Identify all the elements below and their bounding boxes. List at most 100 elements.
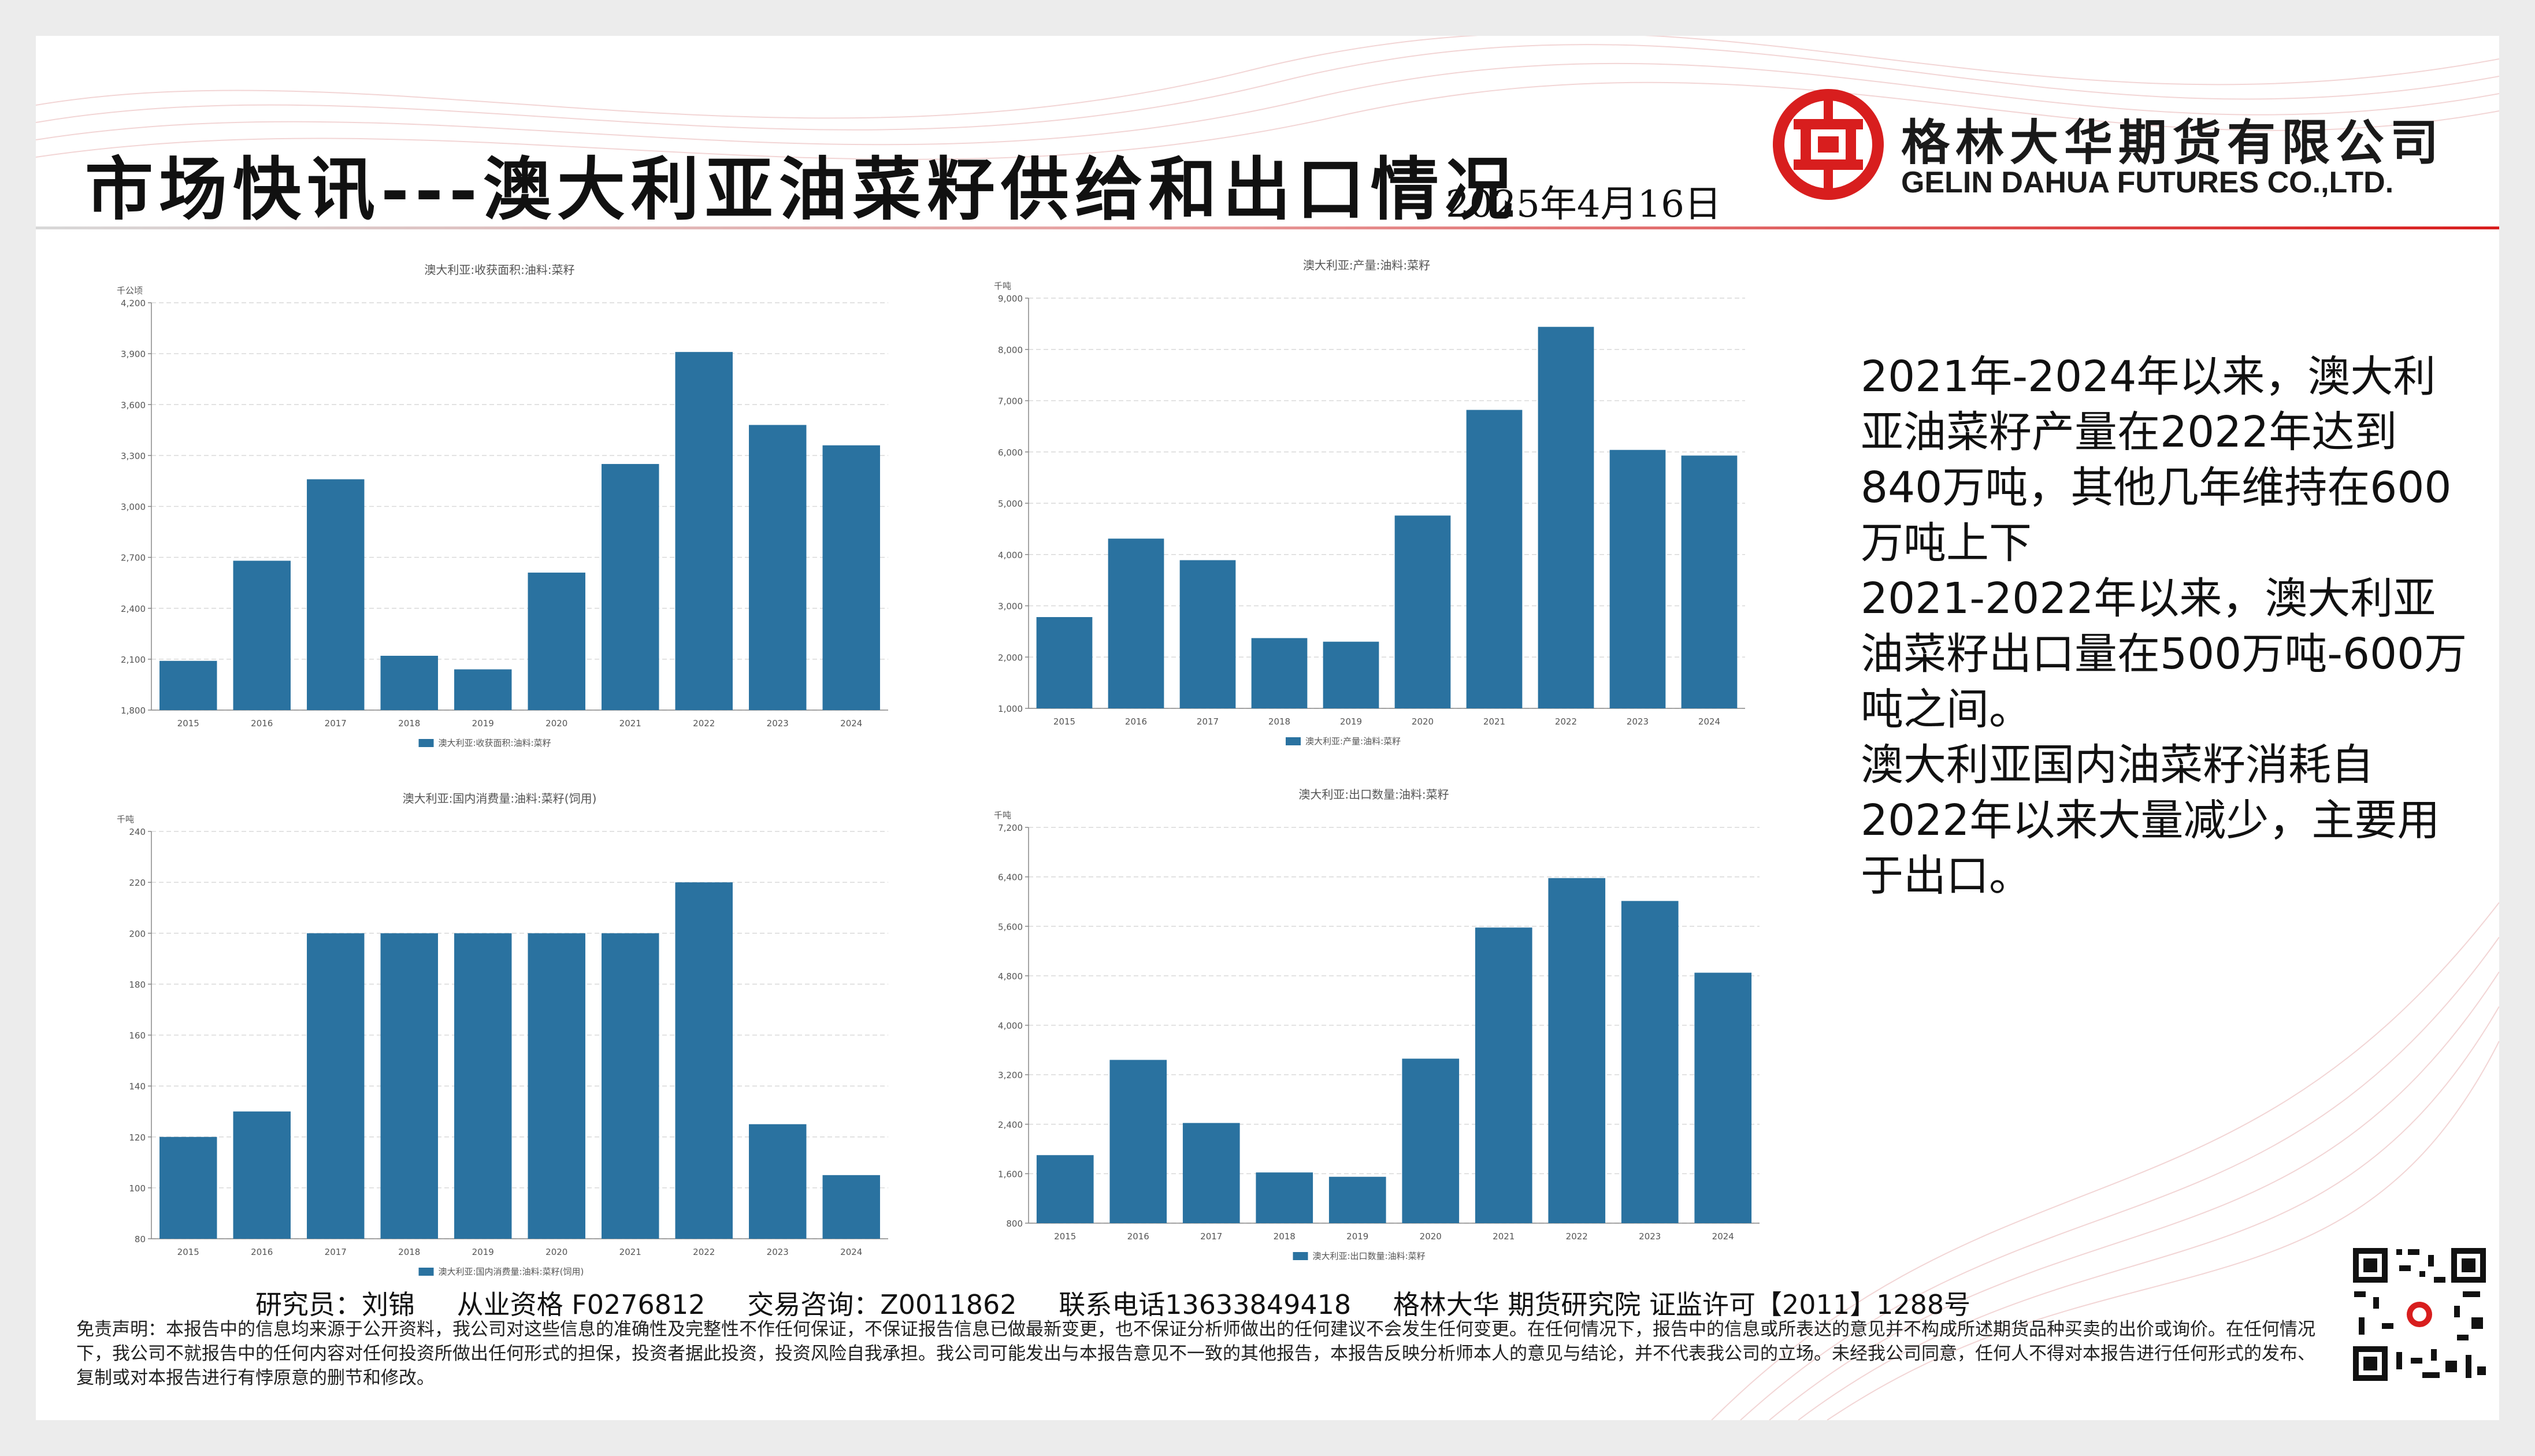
x-tick-label: 2015 [177, 718, 199, 729]
y-tick-label: 3,600 [121, 400, 146, 410]
y-axis-unit: 千吨 [117, 814, 134, 824]
y-tick-label: 180 [129, 979, 146, 990]
bar [1466, 410, 1523, 708]
bar [1681, 455, 1738, 708]
legend-label: 澳大利亚:产量:油料:菜籽 [1305, 736, 1401, 746]
x-tick-label: 2016 [251, 1247, 273, 1257]
x-tick-label: 2015 [1053, 716, 1075, 727]
bar [1328, 1176, 1386, 1223]
bar [822, 445, 880, 710]
y-tick-label: 7,000 [998, 396, 1023, 407]
y-tick-label: 1,800 [121, 705, 146, 716]
y-tick-label: 9,000 [998, 294, 1023, 304]
x-tick-label: 2020 [1412, 716, 1434, 727]
legend-label: 澳大利亚:收获面积:油料:菜籽 [439, 738, 551, 748]
chart-title: 澳大利亚:出口数量:油料:菜籽 [1298, 788, 1449, 801]
x-tick-label: 2024 [1698, 716, 1720, 727]
bar [454, 933, 512, 1239]
harvest-area-chart: 澳大利亚:收获面积:油料:菜籽 千公顷 1,800 2,100 2,400 2,700 3,… [88, 257, 911, 774]
bar [1036, 617, 1093, 708]
y-tick-label: 200 [129, 928, 146, 939]
bar [1548, 878, 1606, 1223]
trade-consult-number: 交易咨询：Z0011862 [747, 1289, 1017, 1320]
x-tick-label: 2017 [1200, 1231, 1222, 1242]
production-chart: 澳大利亚:产量:油料:菜籽 千吨 1,000 2,000 3,000 4,000 5,000… [965, 252, 1768, 772]
x-tick-label: 2019 [472, 718, 494, 729]
bar [749, 425, 807, 710]
x-tick-label: 2016 [1125, 716, 1147, 727]
legend-swatch [1293, 1252, 1308, 1260]
y-tick-label: 1,000 [998, 704, 1023, 714]
x-tick-label: 2022 [693, 718, 715, 729]
qr-code-icon [2347, 1242, 2492, 1387]
export-volume-chart: 澳大利亚:出口数量:油料:菜籽 千吨 800 1,600 2,400 3,200 4,000… [965, 781, 1783, 1287]
x-tick-label: 2018 [398, 718, 420, 729]
x-tick-label: 2015 [1054, 1231, 1076, 1242]
y-tick-label: 1,600 [998, 1169, 1023, 1179]
x-tick-label: 2022 [1555, 716, 1577, 727]
y-tick-label: 2,100 [121, 655, 146, 665]
bar [602, 933, 659, 1239]
harvest-area-chart-svg: 澳大利亚:收获面积:油料:菜籽千公顷1,8002,1002,4002,7003,… [117, 263, 888, 748]
x-tick-label: 2020 [1420, 1231, 1442, 1242]
chart-title: 澳大利亚:国内消费量:油料:菜籽(饲用) [403, 792, 597, 805]
legend-swatch [1286, 737, 1301, 745]
x-tick-label: 2021 [619, 718, 641, 729]
bar [675, 352, 733, 710]
x-tick-label: 2019 [472, 1247, 494, 1257]
company-logo-icon [1773, 89, 1884, 200]
x-tick-label: 2017 [1197, 716, 1219, 727]
bar [749, 1124, 807, 1239]
bar [528, 933, 585, 1239]
title-divider [36, 226, 2499, 229]
bar [1182, 1123, 1240, 1223]
y-tick-label: 4,000 [998, 1021, 1023, 1031]
bar [307, 479, 365, 710]
x-tick-label: 2024 [1712, 1231, 1734, 1242]
y-tick-label: 3,000 [998, 601, 1023, 612]
x-tick-label: 2017 [325, 1247, 347, 1257]
x-tick-label: 2022 [693, 1247, 715, 1257]
bar [233, 1111, 291, 1239]
bar [1538, 326, 1594, 708]
bar [1694, 972, 1752, 1223]
y-tick-label: 800 [1006, 1219, 1023, 1229]
x-tick-label: 2021 [1493, 1231, 1515, 1242]
x-tick-label: 2017 [325, 718, 347, 729]
bar [1179, 560, 1236, 708]
y-tick-label: 120 [129, 1132, 146, 1143]
y-tick-label: 2,400 [121, 604, 146, 614]
bar [159, 660, 217, 710]
y-tick-label: 3,200 [998, 1070, 1023, 1080]
domestic-consumption-chart-svg: 澳大利亚:国内消费量:油料:菜籽(饲用) 千吨 80 100 120 140 160 180 2… [117, 792, 888, 1277]
y-tick-label: 240 [129, 827, 146, 837]
y-tick-label: 220 [129, 878, 146, 888]
bar [675, 882, 733, 1239]
bar [307, 933, 365, 1239]
y-tick-label: 5,600 [998, 922, 1023, 932]
legend-swatch [418, 739, 434, 747]
chart-title: 澳大利亚:产量:油料:菜籽 [1303, 258, 1430, 272]
bar [1402, 1058, 1460, 1223]
analysis-paragraph: 澳大利亚国内油菜籽消耗自2022年以来大量减少，主要用于出口。 [1861, 740, 2440, 901]
bar [528, 573, 585, 710]
legend-label: 澳大利亚:国内消费量:油料:菜籽(饲用) [439, 1266, 584, 1277]
legend-swatch [418, 1268, 434, 1276]
y-axis-unit: 千公顷 [117, 285, 143, 296]
y-tick-label: 7,200 [998, 823, 1023, 833]
researcher-name: 研究员：刘锦 [255, 1289, 415, 1320]
y-tick-label: 8,000 [998, 345, 1023, 355]
x-tick-label: 2016 [251, 718, 273, 729]
bar [1109, 1060, 1167, 1223]
institute-license: 格林大华 期货研究院 证监许可【2011】1288号 [1393, 1289, 1971, 1320]
x-tick-label: 2024 [840, 1247, 862, 1257]
bar [1323, 641, 1379, 708]
y-tick-label: 3,000 [121, 502, 146, 512]
bar [1621, 901, 1679, 1223]
chart-title: 澳大利亚:收获面积:油料:菜籽 [424, 263, 574, 277]
x-tick-label: 2023 [1627, 716, 1649, 727]
contact-phone: 联系电话13633849418 [1059, 1289, 1352, 1320]
y-tick-label: 3,900 [121, 349, 146, 359]
legend-label: 澳大利亚:出口数量:油料:菜籽 [1313, 1251, 1426, 1261]
y-tick-label: 160 [129, 1031, 146, 1041]
